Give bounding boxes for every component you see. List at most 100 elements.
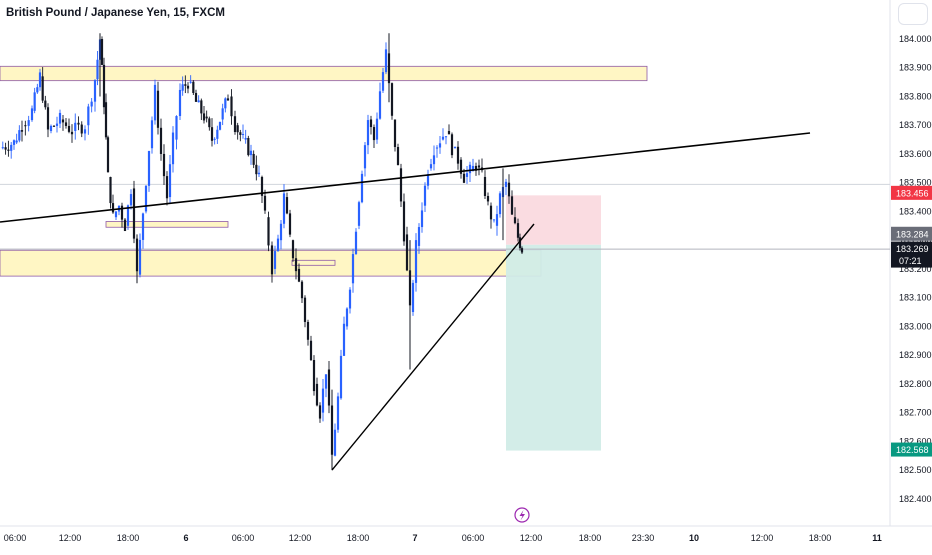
countdown-tag: 07:21 [899,256,922,266]
candle-body [221,108,224,120]
candle-body [129,194,133,206]
candle-body [444,136,448,138]
candle-body [44,100,47,108]
candle-body [106,137,110,173]
lightning-icon[interactable] [514,507,530,523]
supply-demand-zone[interactable] [105,221,229,228]
candle-body [306,321,310,340]
time-tick-label: 06:00 [232,533,255,543]
time-tick-label: 18:00 [579,533,602,543]
candle-body [150,120,154,149]
candle-body [477,165,481,168]
candle-body [342,323,346,356]
candle-body [429,164,433,169]
time-tick-label: 18:00 [117,533,140,543]
candle-body [474,165,478,171]
candle-body [396,147,400,166]
candle-body [432,155,436,165]
candle-body [80,124,83,134]
candle-body [156,90,160,128]
candle-body [384,49,388,73]
candle-body [363,145,367,169]
candle-body [168,164,172,198]
candle-body [205,116,208,119]
candle-body [41,76,44,101]
price-tick-label: 182.400 [899,494,932,504]
candle-body [507,182,511,197]
candle-body [498,193,502,215]
stop-loss-zone[interactable] [506,195,601,245]
candle-body [288,213,292,235]
candle-body [411,282,415,313]
candle-body [504,181,508,187]
candle-body [197,100,200,103]
candle-body [492,219,496,221]
candle-body [366,120,370,146]
candle-body [241,134,245,136]
candle-body [189,81,192,83]
candle-body [24,125,27,127]
square-button-icon[interactable] [898,3,928,25]
candle-body [414,240,418,283]
candle-body [96,59,99,80]
stop-price-tag-bg [891,185,932,200]
candle-body [186,85,190,89]
candle-body [520,248,524,253]
supply-demand-zone[interactable] [291,259,336,266]
stop-price-tag: 183.456 [896,188,929,198]
price-tick-label: 182.600 [899,436,932,446]
candle-body [459,159,463,174]
candle-body [216,129,219,139]
supply-demand-zone[interactable] [0,249,542,277]
candle-body [90,101,93,107]
candle-body [465,173,469,177]
candle-body [126,205,130,226]
candle-body [213,138,216,140]
take-profit-zone[interactable] [506,244,601,451]
candle-body [165,176,169,199]
entry-price-tag: 183.284 [896,229,929,239]
time-tick-label: 7 [412,533,417,543]
candle-body [471,165,475,172]
candle-body [435,147,439,149]
candle-body [252,153,255,165]
candle-body [138,239,142,275]
time-tick-label: 06:00 [462,533,485,543]
target-price-tag-bg [891,442,932,457]
candle-body [381,72,385,91]
candle-body [102,64,106,108]
candle-body [132,188,136,239]
price-tick-label: 182.500 [899,465,932,475]
supply-demand-zone[interactable] [0,65,648,82]
price-tick-label: 183.800 [899,91,932,101]
candle-body [279,223,283,241]
candle-body [218,121,222,130]
price-tick-label: 183.600 [899,149,932,159]
candle-body [33,92,36,111]
candle-body [518,237,522,249]
candle-body [393,119,397,148]
candle-body [64,122,68,126]
candle-body [194,92,198,102]
candle-body [236,125,239,133]
candle-body [230,96,233,117]
price-tick-label: 183.200 [899,264,932,274]
candle-body [15,140,18,143]
price-tick-label: 182.800 [899,379,932,389]
candle-body [495,214,499,226]
candle-body [483,176,487,196]
candle-body [58,112,62,124]
candle-body [510,196,514,215]
candle-body [260,176,264,196]
candle-body [267,217,270,246]
candle-body [49,125,53,131]
resistance-trendline[interactable] [0,132,811,223]
time-tick-label: 18:00 [347,533,370,543]
candle-body [120,205,124,220]
candle-body [27,120,30,126]
candle-body [70,131,74,135]
support-trendline[interactable] [331,223,535,471]
candle-body [456,146,460,164]
